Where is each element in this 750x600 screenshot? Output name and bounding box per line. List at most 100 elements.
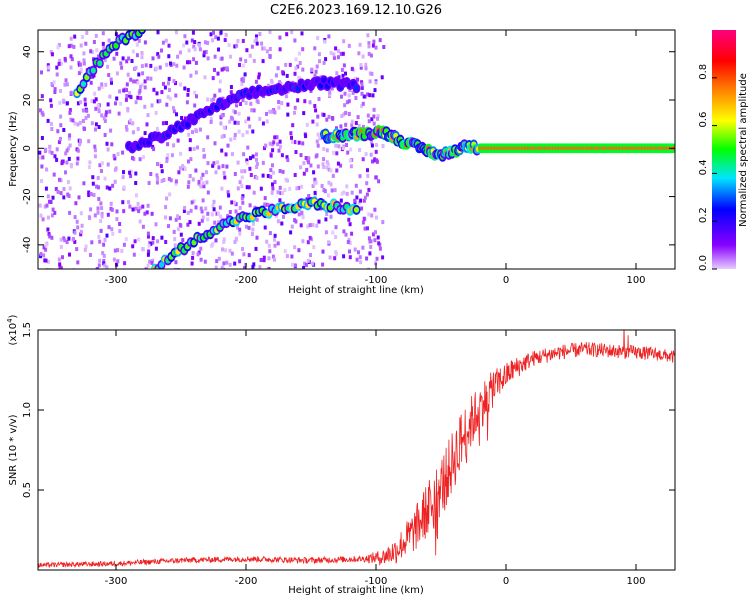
heatmap-cell	[277, 100, 281, 104]
heatmap-cell	[129, 118, 133, 123]
heatmap-cell	[209, 116, 213, 121]
heatmap-cell	[325, 212, 329, 216]
heatmap-cell	[307, 156, 311, 161]
heatmap-cell	[121, 150, 125, 155]
heatmap-cell	[136, 95, 140, 100]
heatmap-cell	[59, 123, 63, 128]
heatmap-cell	[236, 39, 240, 43]
heatmap-cell	[317, 52, 321, 57]
colorbar-ticks: 0.0 0.2 0.4 0.6 0.8	[698, 64, 717, 271]
heatmap-cell	[63, 238, 67, 243]
heatmap-cell	[59, 89, 62, 93]
heatmap-cell	[321, 162, 325, 167]
snr-x-label: Height of straight line (km)	[288, 585, 424, 596]
heatmap-cell	[366, 168, 369, 173]
heatmap-cell	[224, 248, 227, 253]
heatmap-cell	[214, 265, 218, 269]
heatmap-cell	[102, 253, 106, 258]
heatmap-cell	[288, 62, 292, 67]
heatmap-cell	[57, 257, 61, 262]
heatmap-cell	[297, 75, 301, 80]
heatmap-cell	[265, 119, 269, 124]
heatmap-cell	[345, 143, 348, 147]
heatmap-cell	[354, 183, 358, 188]
heatmap-cell	[55, 147, 59, 152]
heatmap-cell	[167, 76, 171, 81]
heatmap-cell	[276, 219, 280, 224]
heatmap-cell	[177, 170, 181, 175]
heatmap-cell	[134, 181, 138, 185]
heatmap-cell	[125, 82, 129, 87]
heatmap-cell	[335, 151, 339, 156]
heatmap-cell	[279, 81, 283, 86]
heatmap-cell	[345, 100, 349, 105]
heatmap-cell	[370, 117, 374, 122]
heatmap-cell	[350, 123, 354, 128]
heatmap-cell	[332, 55, 336, 60]
heatmap-cell	[273, 257, 276, 262]
heatmap-cell	[58, 177, 61, 182]
heatmap-cell	[240, 82, 244, 86]
heatmap-cell	[244, 101, 248, 105]
heatmap-cell	[193, 40, 197, 44]
heatmap-cell	[376, 116, 379, 121]
heatmap-cell	[194, 168, 198, 173]
heatmap-cell	[84, 115, 88, 120]
heatmap-cell	[336, 161, 340, 166]
heatmap-cell	[299, 223, 303, 228]
heatmap-cell	[124, 97, 128, 102]
heatmap-cell	[272, 170, 275, 175]
heatmap-cell	[193, 103, 197, 108]
heatmap-cell	[81, 119, 85, 123]
heatmap-cell	[381, 144, 385, 148]
heatmap-cell	[371, 43, 375, 48]
heatmap-cell	[283, 249, 287, 254]
heatmap-cell	[344, 110, 348, 115]
heatmap-cell	[322, 60, 326, 65]
heatmap-cell	[293, 173, 297, 177]
heatmap-cell	[213, 93, 217, 98]
heatmap-cell	[104, 82, 108, 87]
heatmap-cell	[340, 191, 344, 196]
heatmap-cell	[218, 79, 222, 84]
heatmap-cell	[97, 234, 101, 239]
heatmap-cell	[221, 247, 224, 252]
heatmap-cell	[236, 225, 239, 230]
heatmap-cell	[367, 212, 371, 217]
heatmap-cell	[115, 71, 119, 76]
heatmap-cell	[201, 215, 205, 220]
heatmap-cell	[149, 76, 153, 81]
heatmap-cell	[290, 224, 294, 229]
heatmap-cell	[345, 184, 349, 189]
heatmap-cell	[374, 45, 378, 50]
heatmap-cell	[118, 89, 122, 94]
heatmap-cell	[138, 88, 142, 93]
heatmap-cell	[79, 67, 83, 72]
heatmap-cell	[114, 101, 117, 106]
heatmap-cell	[304, 134, 308, 139]
heatmap-cell	[382, 45, 386, 49]
heatmap-cell	[201, 172, 205, 177]
heatmap-cell	[178, 50, 182, 55]
heatmap-cell	[190, 261, 194, 266]
heatmap-cell	[201, 198, 205, 203]
heatmap-cell	[291, 123, 295, 128]
heatmap-cell	[146, 263, 150, 268]
heatmap-cell	[165, 102, 169, 107]
heatmap-cell	[353, 198, 357, 203]
heatmap-cell	[361, 157, 365, 162]
snr-y-tick-label: 1.0	[22, 402, 33, 418]
heatmap-cell	[141, 204, 145, 209]
heatmap-cell	[222, 134, 226, 138]
heatmap-cell	[310, 67, 314, 72]
heatmap-cell	[82, 51, 86, 56]
heatmap-cell	[281, 70, 285, 75]
heatmap-cell	[156, 52, 160, 57]
heatmap-cell	[315, 122, 319, 127]
heatmap-cell	[291, 262, 294, 267]
heatmap-cell	[110, 142, 114, 147]
heatmap-cell	[276, 142, 280, 147]
heatmap-cell	[245, 130, 249, 135]
heatmap-cell	[347, 112, 351, 116]
